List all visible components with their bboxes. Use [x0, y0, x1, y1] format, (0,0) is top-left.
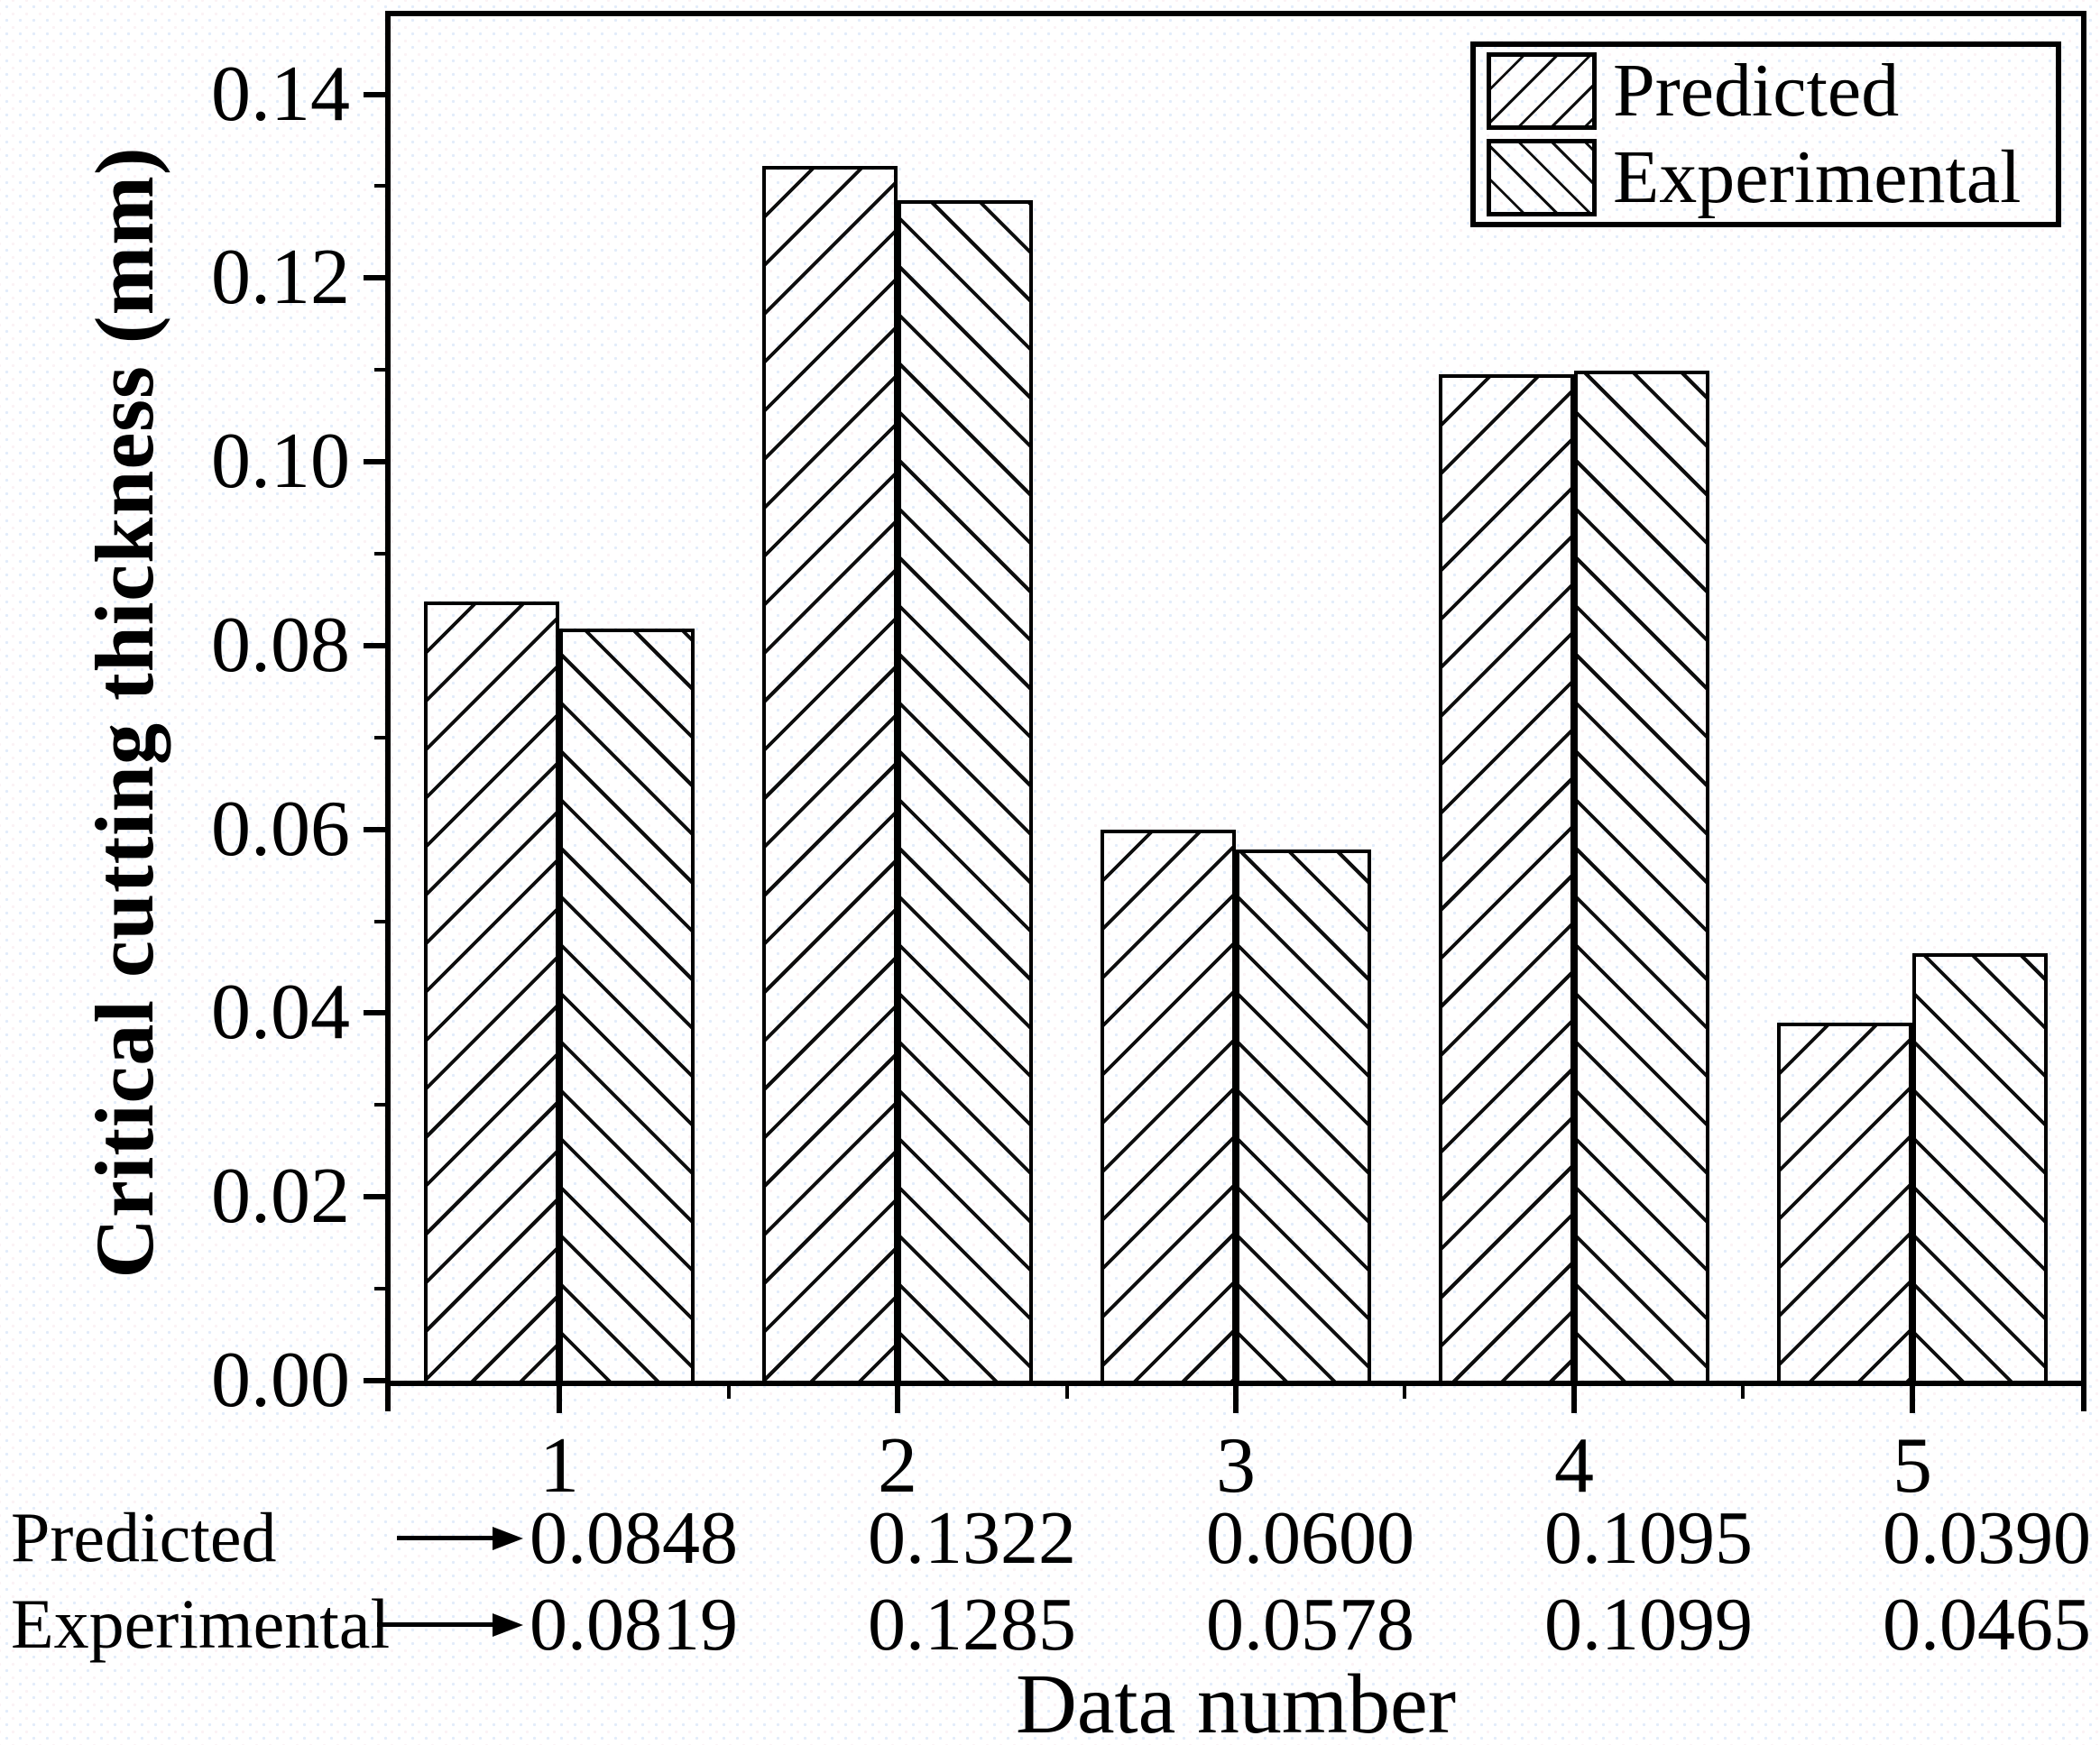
- y-tick-minor: [374, 184, 391, 188]
- table-value-predicted-2: 0.1322: [868, 1496, 1076, 1580]
- plot-area: [385, 11, 2086, 1386]
- y-tick-minor: [374, 920, 391, 923]
- y-tick-major: [364, 1194, 391, 1199]
- legend-row-experimental: Experimental: [1487, 138, 2045, 217]
- y-tick-minor: [374, 552, 391, 556]
- legend-swatch-predicted-hatch-icon: [1487, 52, 1597, 130]
- legend-row-predicted: Predicted: [1487, 51, 2045, 131]
- table-row-label-predicted: Predicted: [11, 1498, 277, 1576]
- y-tick-label: 0.00: [211, 1336, 350, 1424]
- y-tick-major: [364, 92, 391, 97]
- table-value-predicted-1: 0.0848: [530, 1496, 738, 1580]
- table-value-predicted-3: 0.0600: [1206, 1496, 1414, 1580]
- x-tick-minor: [1403, 1384, 1406, 1399]
- table-value-predicted-5: 0.0390: [1883, 1496, 2091, 1580]
- y-tick-major: [364, 643, 391, 648]
- y-tick-minor: [374, 736, 391, 739]
- x-tick-label: 3: [1216, 1422, 1256, 1510]
- table-value-experimental-5: 0.0465: [1883, 1583, 2091, 1667]
- table-row-label-experimental: Experimental: [11, 1584, 391, 1663]
- y-tick-label: 0.06: [211, 785, 350, 873]
- bar-experimental-4: [1574, 371, 1709, 1381]
- legend: Predicted Experimental: [1470, 41, 2061, 227]
- arrow-right-icon: [397, 1536, 493, 1540]
- x-corner-tick: [385, 1384, 391, 1411]
- x-tick-label: 2: [878, 1422, 917, 1510]
- bar-predicted-3: [1101, 830, 1236, 1381]
- x-tick-label: 5: [1893, 1422, 1932, 1510]
- y-tick-major: [364, 1378, 391, 1383]
- y-tick-minor: [374, 1103, 391, 1107]
- y-tick-minor: [374, 368, 391, 372]
- table-value-experimental-3: 0.0578: [1206, 1583, 1414, 1667]
- y-tick-label: 0.02: [211, 1153, 350, 1240]
- y-tick-label: 0.12: [211, 234, 350, 321]
- bar-experimental-5: [1912, 953, 2048, 1381]
- legend-label-predicted: Predicted: [1613, 49, 1900, 133]
- y-tick-major: [364, 275, 391, 280]
- x-tick-minor: [727, 1384, 731, 1399]
- y-tick-major: [364, 827, 391, 832]
- x-tick-minor: [1065, 1384, 1069, 1399]
- x-tick-major: [895, 1381, 900, 1413]
- y-tick-major: [364, 1010, 391, 1015]
- x-corner-tick: [2081, 1384, 2086, 1411]
- x-tick-major: [1910, 1381, 1915, 1413]
- bar-experimental-3: [1236, 850, 1371, 1381]
- legend-swatch-experimental-hatch-icon: [1487, 139, 1597, 216]
- y-tick-major: [364, 459, 391, 464]
- bar-experimental-2: [898, 200, 1033, 1381]
- arrow-right-icon: [377, 1622, 493, 1627]
- bar-predicted-5: [1777, 1023, 1912, 1381]
- table-value-experimental-1: 0.0819: [530, 1583, 738, 1667]
- legend-label-experimental: Experimental: [1613, 135, 2022, 219]
- table-value-experimental-2: 0.1285: [868, 1583, 1076, 1667]
- bar-experimental-1: [559, 629, 695, 1381]
- x-tick-major: [1571, 1381, 1577, 1413]
- table-value-predicted-4: 0.1095: [1544, 1496, 1753, 1580]
- bar-predicted-4: [1439, 374, 1574, 1381]
- bar-predicted-1: [424, 602, 559, 1381]
- table-value-experimental-4: 0.1099: [1544, 1583, 1753, 1667]
- x-tick-label: 4: [1554, 1422, 1594, 1510]
- x-axis-label: Data number: [1015, 1658, 1457, 1745]
- y-tick-label: 0.08: [211, 602, 350, 689]
- y-tick-minor: [374, 1287, 391, 1290]
- x-tick-minor: [1741, 1384, 1745, 1399]
- bar-predicted-2: [762, 166, 898, 1381]
- x-tick-major: [1233, 1381, 1239, 1413]
- y-tick-label: 0.14: [211, 51, 350, 138]
- x-tick-label: 1: [539, 1422, 579, 1510]
- y-tick-label: 0.04: [211, 969, 350, 1056]
- x-tick-major: [557, 1381, 562, 1413]
- y-tick-label: 0.10: [211, 418, 350, 505]
- plot-inner: [391, 16, 2081, 1381]
